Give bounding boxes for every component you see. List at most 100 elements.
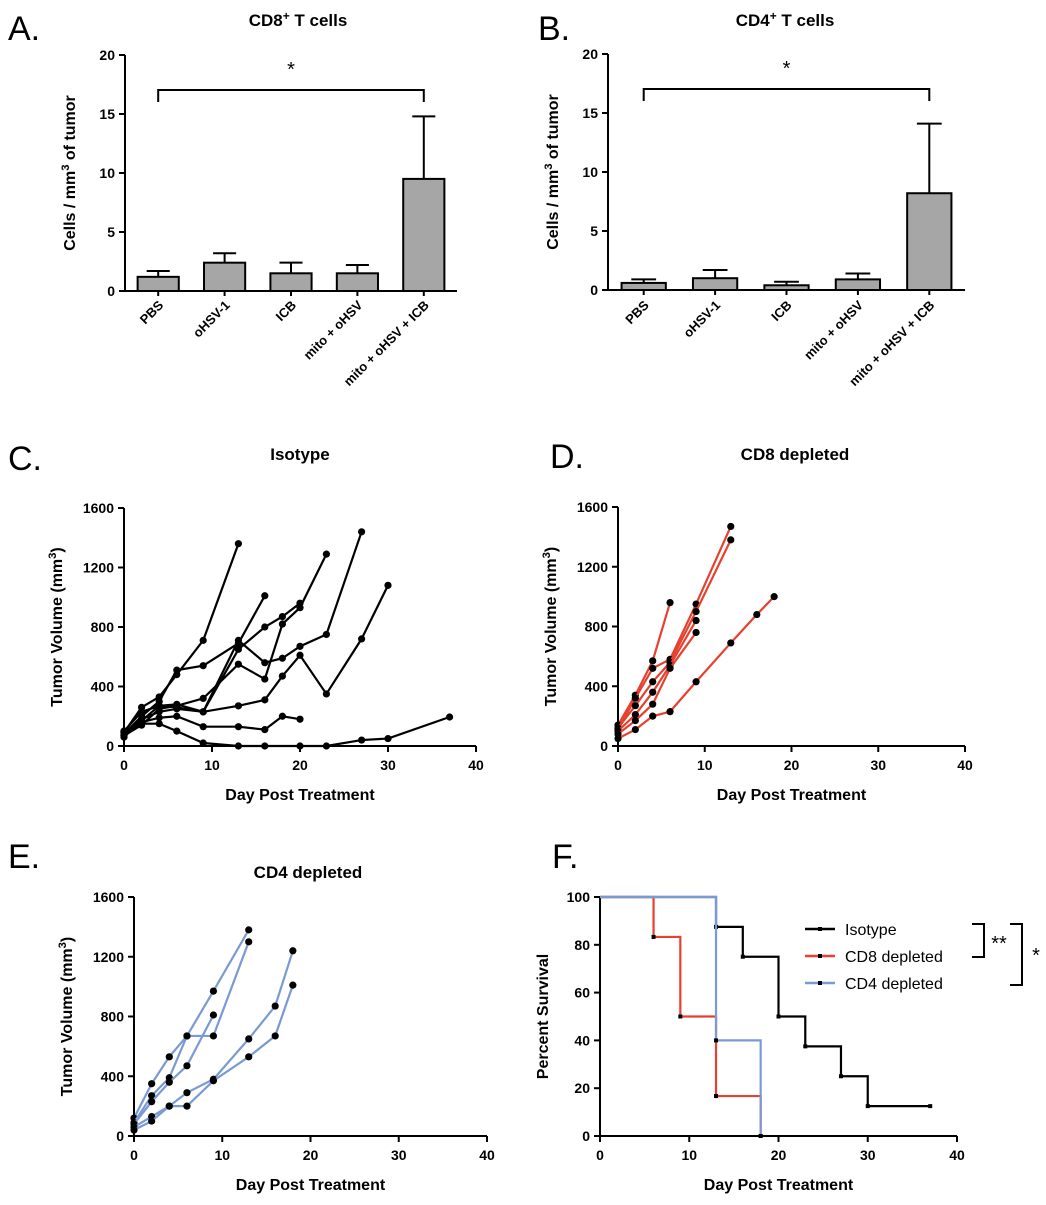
text-span: of tumor <box>62 95 79 164</box>
panel-b: B. CD4+​ T cells Cells / mm3​ of tumor 0 5 10… <box>538 9 965 389</box>
panel-a: A. CD8+​ T cells Cells / mm3​ of tumor 0 5 10… <box>8 9 457 389</box>
y-tick-label: 0 <box>590 282 598 298</box>
y-tick-label: 400 <box>101 1068 125 1084</box>
category-label: ICB <box>273 298 299 324</box>
data-point <box>148 1080 156 1088</box>
censor-mark <box>714 1038 719 1043</box>
y-axis-label: Tumor Volume (mm3​) <box>47 547 66 706</box>
superscript: 3 <box>543 164 555 170</box>
data-point <box>234 742 242 750</box>
x-tick-label: 30 <box>391 1147 407 1163</box>
data-point <box>165 1102 173 1110</box>
data-point <box>209 1077 218 1085</box>
bar <box>335 272 379 292</box>
x-tick-label: 0 <box>596 1147 604 1163</box>
x-tick-label: 40 <box>957 757 973 773</box>
data-point <box>271 1032 279 1040</box>
data-point <box>148 1117 156 1125</box>
censor-mark <box>838 1074 843 1079</box>
data-point <box>165 1078 173 1086</box>
y-tick-label: 1600 <box>577 499 608 515</box>
data-point <box>138 720 146 728</box>
data-point <box>278 612 286 621</box>
data-point <box>753 610 761 619</box>
y-tick-label: 1600 <box>83 500 114 516</box>
series-line <box>123 715 450 748</box>
x-tick-label: 30 <box>380 757 396 773</box>
y-tick-label: 1200 <box>93 949 124 965</box>
data-point <box>727 639 735 647</box>
series-line <box>617 602 672 726</box>
x-tick-label: 20 <box>771 1147 787 1163</box>
y-tick-label: 0 <box>582 1128 590 1144</box>
y-tick-label: 5 <box>590 223 598 239</box>
y-tick-label: 400 <box>585 678 609 694</box>
y-tick-label: 100 <box>567 889 591 905</box>
y-tick-label: 15 <box>582 105 598 121</box>
data-point <box>614 734 622 743</box>
superscript: 3 <box>47 553 59 559</box>
x-tick-label: 40 <box>949 1147 965 1163</box>
series-line <box>133 929 250 1119</box>
censor-mark <box>803 1044 808 1049</box>
data-point <box>358 528 366 536</box>
data-point <box>278 672 286 680</box>
y-tick-label: 20 <box>582 46 598 62</box>
data-point <box>234 645 242 653</box>
superscript: + <box>770 9 777 23</box>
category-label: mito + oHSV <box>301 297 366 362</box>
data-point <box>631 694 639 702</box>
data-point <box>173 705 181 713</box>
category-label: PBS <box>622 297 652 327</box>
survival-curve <box>600 895 931 1108</box>
panel-letter: A. <box>8 10 40 48</box>
x-tick-label: 10 <box>681 1147 697 1163</box>
data-point <box>649 678 657 686</box>
data-point <box>278 620 286 628</box>
data-point <box>183 1062 191 1070</box>
data-point <box>199 708 207 716</box>
data-point <box>271 1002 279 1010</box>
censor-mark <box>740 954 745 959</box>
y-tick-label: 60 <box>574 985 590 1001</box>
series-line <box>123 553 328 737</box>
data-point <box>322 630 330 639</box>
text-span: ) <box>49 547 66 552</box>
data-point <box>666 708 674 716</box>
y-tick-label: 15 <box>99 106 115 122</box>
data-point <box>199 739 207 747</box>
bar <box>691 277 739 292</box>
data-point <box>631 711 639 719</box>
y-tick-label: 0 <box>107 283 115 299</box>
text-span: CD8 <box>249 11 283 30</box>
data-point <box>296 651 304 659</box>
category-label: ICB <box>768 298 794 324</box>
data-point <box>261 623 269 631</box>
data-point <box>234 702 242 710</box>
data-point <box>130 1126 138 1134</box>
panel-letter: D. <box>550 438 584 476</box>
x-axis-label: Day Post Treatment <box>236 1177 386 1194</box>
x-tick-label: 10 <box>697 757 713 773</box>
panel-e: E. CD4 depleted Tumor Volume (mm3​) Day Pos… <box>8 838 495 1194</box>
data-point <box>692 607 700 616</box>
data-point <box>261 696 269 704</box>
category-label: PBS <box>137 297 167 327</box>
data-point <box>692 628 700 637</box>
data-point <box>183 1102 191 1110</box>
data-point <box>234 660 242 668</box>
data-point <box>209 1032 218 1040</box>
data-point <box>155 720 163 728</box>
data-point <box>148 1098 156 1106</box>
legend-label: CD4 depleted <box>845 976 943 993</box>
text-span: Tumor Volume (mm <box>49 559 66 707</box>
x-tick-label: 20 <box>292 757 308 773</box>
superscript: 3 <box>57 942 69 948</box>
panel-letter: C. <box>8 440 42 478</box>
legend-marker <box>818 927 822 931</box>
y-axis-label: Percent Survival <box>535 954 552 1079</box>
data-point <box>234 723 242 731</box>
data-point <box>261 592 269 600</box>
censor-mark <box>928 1104 933 1109</box>
text-span: Cells / mm <box>545 170 562 250</box>
